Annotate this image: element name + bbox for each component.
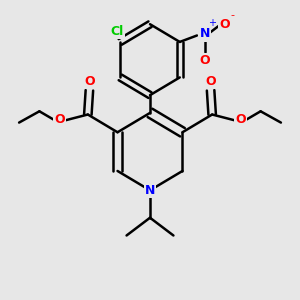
- Text: +: +: [208, 18, 216, 28]
- Text: O: O: [219, 18, 230, 31]
- Text: N: N: [145, 184, 155, 197]
- Text: O: O: [205, 75, 216, 88]
- Text: O: O: [84, 75, 95, 88]
- Text: O: O: [54, 113, 65, 126]
- Text: N: N: [200, 27, 210, 40]
- Text: Cl: Cl: [110, 25, 124, 38]
- Text: -: -: [230, 10, 234, 20]
- Text: O: O: [200, 54, 210, 67]
- Text: O: O: [235, 113, 246, 126]
